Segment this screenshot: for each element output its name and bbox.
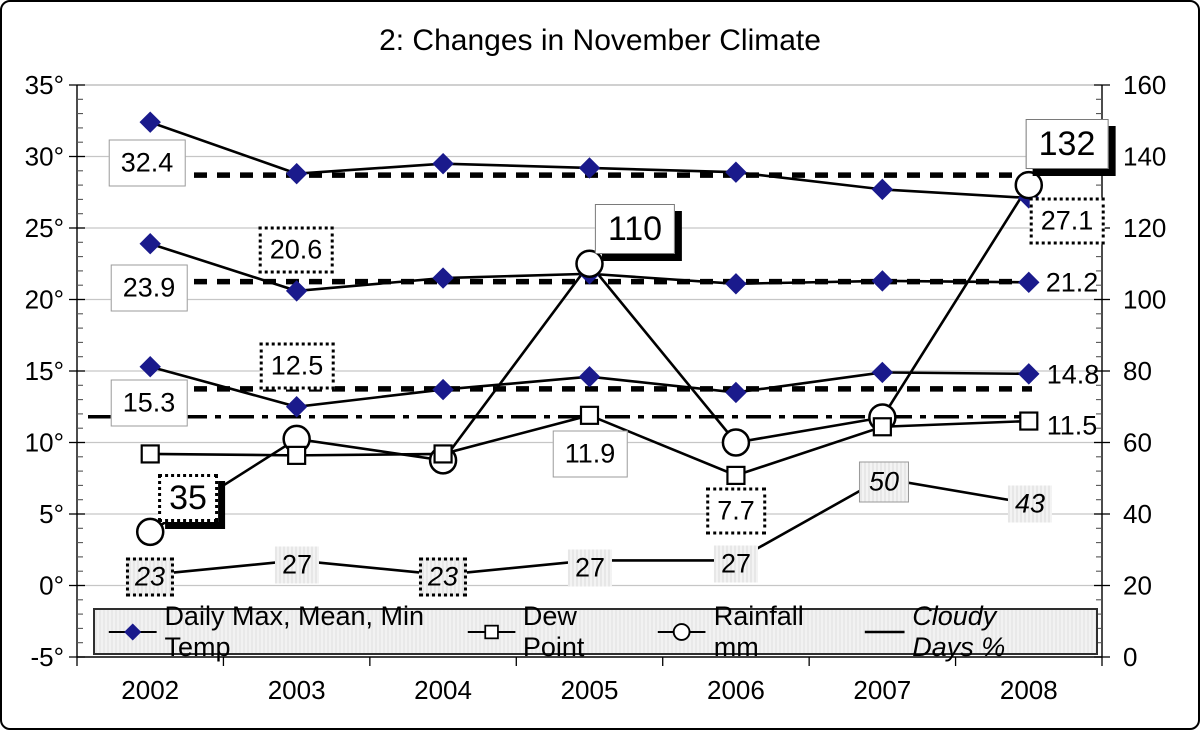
marker-square — [726, 465, 746, 485]
marker-diamond — [285, 162, 308, 185]
data-label: 27 — [567, 549, 613, 587]
right-axis-tick-label: 40 — [1123, 499, 1152, 529]
data-label: 11.9 — [552, 430, 628, 478]
left-axis-tick-label: -5° — [30, 642, 64, 672]
left-axis-tick-label: 20° — [25, 285, 64, 315]
legend: Daily Max, Mean, Min Temp Dew Point Rain… — [93, 601, 1098, 662]
legend-label-cloudy-days: Cloudy Days % — [912, 600, 1006, 662]
marker-diamond — [1018, 363, 1040, 385]
data-label: 110 — [594, 204, 676, 254]
legend-item-dew-point: Dew Point — [467, 601, 621, 663]
marker-diamond — [871, 178, 894, 201]
marker-diamond — [578, 157, 601, 179]
marker-diamond — [432, 378, 454, 401]
data-label: 23.9 — [110, 264, 188, 312]
left-axis-tick-label: 30° — [25, 142, 64, 172]
data-label: 23 — [418, 557, 468, 597]
marker-diamond — [725, 273, 747, 295]
data-label: 132 — [1025, 119, 1109, 169]
marker-diamond — [578, 366, 601, 388]
legend-item-rainfall: Rainfall mm — [657, 601, 826, 663]
data-label: 11.5 — [1046, 410, 1098, 441]
left-axis-tick-label: 35° — [25, 70, 64, 100]
legend-label-temp: Daily Max, Mean, Min Temp — [164, 600, 425, 662]
data-label: 7.7 — [706, 487, 766, 535]
marker-circle — [721, 428, 751, 457]
marker-square — [579, 405, 600, 425]
legend-label-dew-point: Dew Point — [522, 600, 585, 662]
marker-diamond — [139, 356, 161, 378]
right-axis-tick-label: 80 — [1123, 356, 1152, 386]
line-marker-icon — [864, 630, 905, 633]
data-label: 21.2 — [1045, 267, 1099, 298]
marker-square — [433, 444, 453, 464]
marker-diamond — [432, 267, 454, 289]
right-axis-tick-label: 60 — [1123, 428, 1152, 458]
right-axis-tick-label: 0 — [1123, 642, 1137, 672]
legend-item-temp: Daily Max, Mean, Min Temp — [108, 601, 430, 663]
marker-diamond — [432, 152, 454, 175]
data-label: 14.8 — [1046, 359, 1100, 390]
marker-circle — [1014, 170, 1044, 200]
marker-diamond — [139, 111, 161, 133]
left-axis-tick-label: 25° — [25, 213, 64, 243]
data-label: 27 — [274, 546, 320, 584]
marker-square — [140, 444, 160, 464]
x-axis-tick-label: 2002 — [121, 675, 179, 705]
x-axis-tick-label: 2008 — [1000, 675, 1058, 705]
left-axis-tick-label: 15° — [25, 356, 64, 386]
x-axis-tick-label: 2003 — [268, 675, 326, 705]
x-axis-tick-label: 2005 — [561, 675, 619, 705]
marker-diamond — [285, 396, 308, 418]
left-axis-tick-label: 10° — [25, 428, 64, 458]
x-axis-tick-label: 2004 — [414, 675, 472, 705]
diamond-marker-icon — [108, 622, 157, 641]
data-label: 15.3 — [110, 379, 188, 427]
data-label: 20.6 — [258, 226, 334, 274]
legend-label-rainfall: Rainfall mm — [713, 600, 804, 662]
legend-item-cloudy-days: Cloudy Days % — [864, 601, 1059, 663]
marker-diamond — [871, 270, 894, 292]
marker-diamond — [725, 381, 747, 404]
marker-circle — [575, 249, 604, 278]
left-axis-tick-label: 0° — [39, 571, 64, 601]
marker-square — [287, 445, 307, 465]
chart-title: 2: Changes in November Climate — [379, 24, 821, 57]
data-label: 50 — [858, 461, 910, 503]
left-axis-tick-label: 5° — [39, 499, 64, 529]
data-label: 35 — [158, 474, 218, 522]
right-axis-tick-label: 20 — [1123, 571, 1152, 601]
circle-marker-icon — [658, 622, 706, 641]
data-label: 27 — [713, 545, 759, 583]
x-axis-tick-label: 2007 — [853, 675, 911, 705]
marker-diamond — [139, 233, 161, 255]
data-label: 43 — [1007, 485, 1053, 523]
data-label: 23 — [125, 557, 175, 597]
right-axis-tick-label: 100 — [1123, 285, 1166, 315]
square-marker-icon — [467, 624, 516, 639]
marker-square — [872, 417, 892, 437]
x-axis-tick-label: 2006 — [707, 675, 765, 705]
right-axis-tick-label: 120 — [1123, 213, 1166, 243]
data-label: 27.1 — [1029, 197, 1105, 245]
data-label: 32.4 — [108, 139, 186, 187]
data-label: 12.5 — [259, 342, 335, 390]
marker-circle — [135, 517, 165, 547]
marker-diamond — [871, 361, 894, 384]
marker-square — [1019, 411, 1039, 431]
right-axis-tick-label: 160 — [1123, 70, 1166, 100]
marker-diamond — [1018, 271, 1040, 294]
right-axis-tick-label: 140 — [1123, 142, 1166, 172]
marker-diamond — [725, 161, 747, 183]
marker-diamond — [285, 280, 308, 302]
